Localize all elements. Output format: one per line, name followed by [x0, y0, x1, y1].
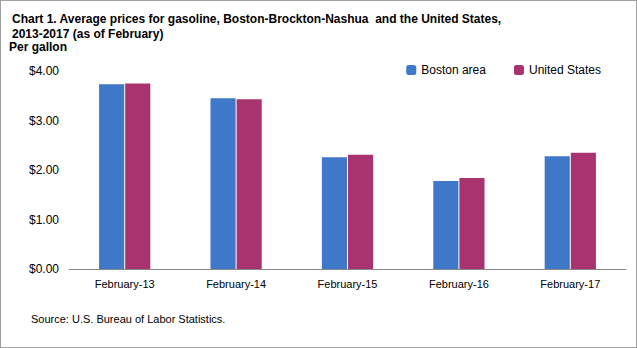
svg-text:$3.00: $3.00 [29, 114, 59, 128]
svg-text:February-13: February-13 [95, 278, 155, 290]
svg-text:United States: United States [529, 63, 601, 77]
svg-text:February-14: February-14 [206, 278, 266, 290]
svg-text:Boston area: Boston area [421, 63, 486, 77]
svg-text:$4.00: $4.00 [29, 64, 59, 78]
svg-text:Source: U.S. Bureau of Labor S: Source: U.S. Bureau of Labor Statistics. [31, 313, 225, 325]
svg-text:$0.00: $0.00 [29, 262, 59, 276]
svg-text:February-16: February-16 [429, 278, 489, 290]
svg-text:$2.00: $2.00 [29, 163, 59, 177]
svg-text:February-15: February-15 [318, 278, 378, 290]
svg-text:February-17: February-17 [540, 278, 600, 290]
svg-text:Chart 1. Average prices for ga: Chart 1. Average prices for gasoline, Bo… [12, 12, 501, 26]
svg-text:$1.00: $1.00 [29, 213, 59, 227]
svg-text:2013-2017 (as of February): 2013-2017 (as of February) [12, 27, 163, 41]
svg-text:Per gallon: Per gallon [9, 40, 67, 54]
